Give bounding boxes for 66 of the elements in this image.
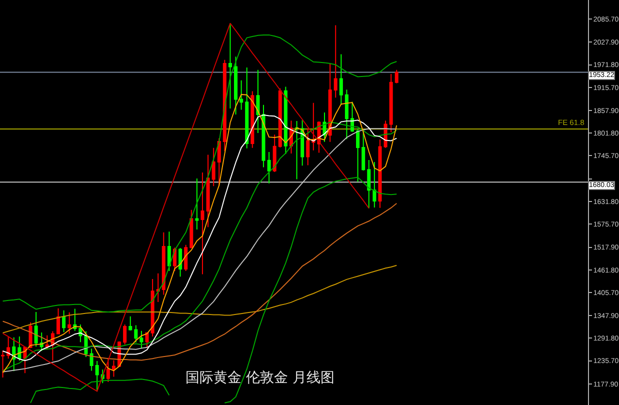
candlestick [167, 231, 171, 272]
candlestick [240, 80, 244, 110]
candlestick [350, 101, 354, 132]
candlestick [95, 360, 99, 392]
candlestick [123, 324, 127, 346]
candlestick [234, 56, 238, 116]
candlestick [328, 63, 332, 142]
candlestick [256, 69, 260, 134]
candlestick [78, 324, 82, 343]
candlestick [178, 248, 182, 278]
candlestick [362, 130, 366, 171]
candlestick [73, 308, 77, 332]
line-series [2, 34, 398, 312]
candlestick [68, 312, 72, 334]
candlestick [284, 86, 288, 154]
candlestick [306, 128, 310, 166]
candlestick [217, 138, 221, 186]
candlestick [267, 151, 271, 184]
line-series [2, 264, 398, 334]
candlestick [389, 73, 393, 133]
candlestick [262, 104, 266, 168]
candlestick [62, 310, 66, 333]
candlestick [18, 336, 22, 362]
candlestick [150, 278, 154, 338]
candlestick [344, 89, 348, 140]
candlestick [128, 316, 132, 331]
candlestick [12, 336, 16, 372]
candlestick [356, 128, 360, 182]
candlestick [90, 348, 94, 372]
text: 国际黄金 伦敦金 月线图 [186, 370, 334, 386]
candlestick [45, 334, 49, 350]
candlestick [40, 332, 44, 352]
candlestick [140, 330, 144, 350]
candlestick [200, 172, 204, 275]
candlestick [112, 360, 116, 378]
candlestick [250, 90, 254, 148]
candlestick [334, 24, 338, 98]
candlestick [222, 59, 226, 152]
candlestick [34, 311, 38, 348]
candlestick [206, 154, 210, 228]
candlestick [378, 138, 382, 208]
candlestick [56, 308, 60, 335]
candlestick [245, 67, 249, 149]
candlestick [272, 134, 276, 173]
candlestick [212, 147, 216, 187]
candlestick [156, 272, 160, 302]
candlestick [134, 324, 138, 344]
candlestick [195, 178, 199, 230]
candlestick [184, 244, 188, 272]
candlestick [190, 209, 194, 248]
candlestick [1, 350, 5, 378]
candlestick [295, 120, 299, 180]
candlestick [394, 69, 398, 84]
candlestick [106, 357, 110, 382]
candlestick [312, 102, 316, 151]
candlestick [145, 332, 149, 349]
candlestick [28, 322, 32, 349]
candlestick [339, 54, 343, 106]
candlestick [6, 336, 10, 360]
candlestick [162, 232, 166, 296]
line-series [2, 22, 370, 392]
line-series [2, 202, 398, 361]
candlestick [278, 88, 282, 148]
candlestick [367, 160, 371, 209]
candlestick [228, 22, 232, 110]
candlestick [372, 162, 376, 208]
